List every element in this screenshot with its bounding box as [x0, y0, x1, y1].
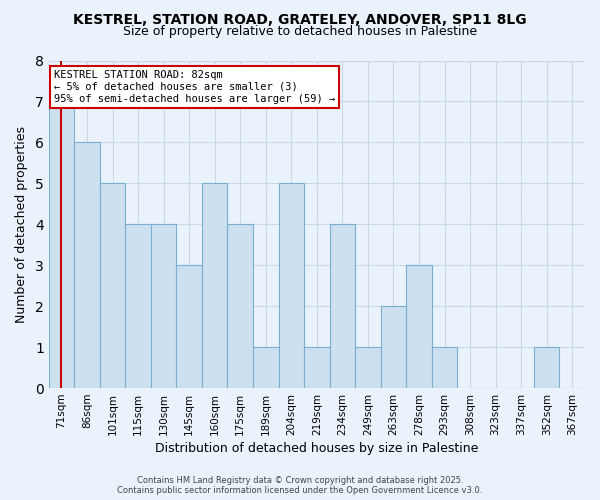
Bar: [100, 184, 125, 388]
Bar: [329, 224, 355, 388]
Bar: [227, 224, 253, 388]
Y-axis label: Number of detached properties: Number of detached properties: [15, 126, 28, 323]
Bar: [304, 347, 329, 388]
Bar: [176, 265, 202, 388]
Bar: [253, 347, 278, 388]
Bar: [202, 184, 227, 388]
X-axis label: Distribution of detached houses by size in Palestine: Distribution of detached houses by size …: [155, 442, 479, 455]
Bar: [49, 102, 74, 388]
Bar: [380, 306, 406, 388]
Text: Contains HM Land Registry data © Crown copyright and database right 2025.
Contai: Contains HM Land Registry data © Crown c…: [118, 476, 482, 495]
Text: Size of property relative to detached houses in Palestine: Size of property relative to detached ho…: [123, 25, 477, 38]
Bar: [432, 347, 457, 388]
Bar: [74, 142, 100, 388]
Bar: [125, 224, 151, 388]
Text: KESTREL, STATION ROAD, GRATELEY, ANDOVER, SP11 8LG: KESTREL, STATION ROAD, GRATELEY, ANDOVER…: [73, 12, 527, 26]
Bar: [406, 265, 432, 388]
Text: KESTREL STATION ROAD: 82sqm
← 5% of detached houses are smaller (3)
95% of semi-: KESTREL STATION ROAD: 82sqm ← 5% of deta…: [54, 70, 335, 104]
Bar: [534, 347, 559, 388]
Bar: [151, 224, 176, 388]
Bar: [278, 184, 304, 388]
Bar: [355, 347, 380, 388]
